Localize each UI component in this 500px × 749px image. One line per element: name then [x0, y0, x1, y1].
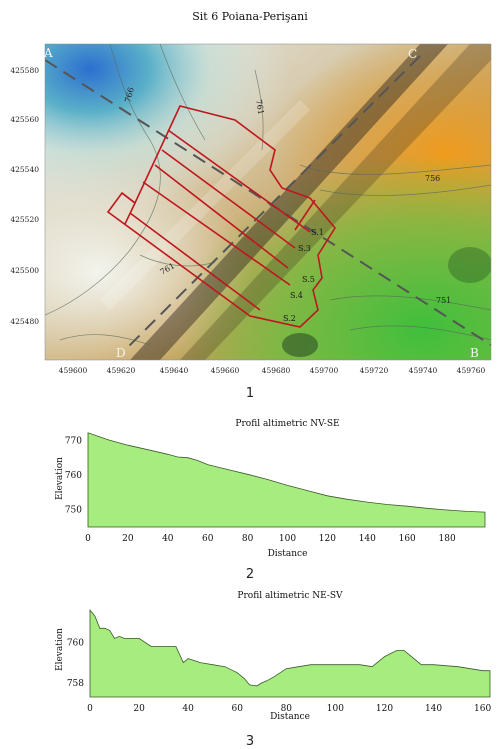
- profile-area: [87, 432, 486, 528]
- x-tick-label: 80: [281, 704, 293, 714]
- y-tick-label: 758: [67, 679, 84, 689]
- y-axis-label: Elevation: [55, 628, 65, 671]
- contour-label: 756: [425, 174, 440, 183]
- sector-label-s2: S.2: [283, 314, 296, 323]
- map-y-tick: 425520: [10, 215, 39, 224]
- y-tick-label: 760: [65, 471, 82, 481]
- x-tick-label: 20: [133, 704, 145, 714]
- map-y-tick: 425540: [10, 165, 39, 174]
- corner-label-b: B: [470, 346, 479, 360]
- contour-label: 761: [254, 99, 266, 116]
- x-axis-label: Distance: [270, 712, 310, 722]
- x-tick-label: 100: [279, 534, 296, 544]
- y-tick-label: 770: [65, 436, 82, 446]
- map-x-tick: 459760: [457, 366, 486, 375]
- map-x-tick: 459640: [160, 366, 189, 375]
- survey-sectors: [106, 105, 336, 328]
- x-tick-label: 160: [399, 534, 416, 544]
- x-tick-label: 20: [122, 534, 134, 544]
- map-x-tick: 459740: [409, 366, 438, 375]
- map-x-tick: 459600: [59, 366, 88, 375]
- x-tick-label: 60: [202, 534, 214, 544]
- map-x-tick: 459620: [107, 366, 136, 375]
- x-tick-label: 100: [327, 704, 344, 714]
- x-axis-label: Distance: [268, 549, 308, 559]
- x-tick-label: 120: [376, 704, 393, 714]
- ridge-shade: [130, 44, 448, 360]
- y-tick-label: 750: [65, 506, 82, 516]
- map-x-tick: 459680: [262, 366, 291, 375]
- x-tick-label: 40: [162, 534, 174, 544]
- sector-label-s3: S.3: [298, 244, 311, 253]
- map-x-tick: 459720: [360, 366, 389, 375]
- corner-label-d: D: [116, 346, 126, 360]
- map-x-tick: 459700: [310, 366, 339, 375]
- profile-chart-nv-se: Profil altimetric NV-SE 0 20 40 60 80 100 120 14…: [55, 419, 486, 559]
- caption-3: 3: [245, 734, 255, 749]
- contour-label: 751: [436, 296, 451, 305]
- y-axis-label: Elevation: [55, 457, 65, 500]
- x-tick-label: 40: [182, 704, 194, 714]
- caption-2: 2: [245, 567, 255, 582]
- x-tick-label: 180: [439, 534, 456, 544]
- x-tick-label: 160: [474, 704, 491, 714]
- corner-label-c: C: [408, 47, 417, 61]
- map-y-tick: 425480: [10, 317, 39, 326]
- sector-label-s5: S.5: [302, 275, 315, 284]
- map-y-tick: 425580: [10, 66, 39, 75]
- profile-chart-ne-sv: Profil altimetric NE-SV 0 20 40 60 80 100 120 14…: [55, 591, 491, 722]
- x-tick-label: 0: [87, 704, 93, 714]
- profile-area: [89, 608, 491, 698]
- corner-label-a: A: [43, 46, 53, 60]
- sector-label-s1: S.1: [311, 228, 324, 237]
- terrain-map: A B C D 766 761 756 761 751 S.1 S.3 S.5 …: [10, 43, 492, 375]
- map-y-tick: 425500: [10, 266, 39, 275]
- figure-title: Sit 6 Poiana-Perişani: [192, 10, 308, 23]
- chart-title: Profil altimetric NV-SE: [235, 419, 339, 429]
- caption-1: 1: [245, 386, 255, 401]
- map-y-tick: 425560: [10, 115, 39, 124]
- x-tick-label: 60: [232, 704, 244, 714]
- x-tick-label: 140: [359, 534, 376, 544]
- section-line-cd: [124, 55, 421, 351]
- x-tick-label: 140: [425, 704, 442, 714]
- x-tick-label: 0: [85, 534, 91, 544]
- chart-title: Profil altimetric NE-SV: [237, 591, 343, 601]
- map-x-tick: 459660: [211, 366, 240, 375]
- x-tick-label: 80: [242, 534, 254, 544]
- sector-label-s4: S.4: [290, 291, 303, 300]
- contour-label: 766: [123, 86, 136, 103]
- y-tick-label: 760: [67, 638, 84, 648]
- x-tick-label: 120: [319, 534, 336, 544]
